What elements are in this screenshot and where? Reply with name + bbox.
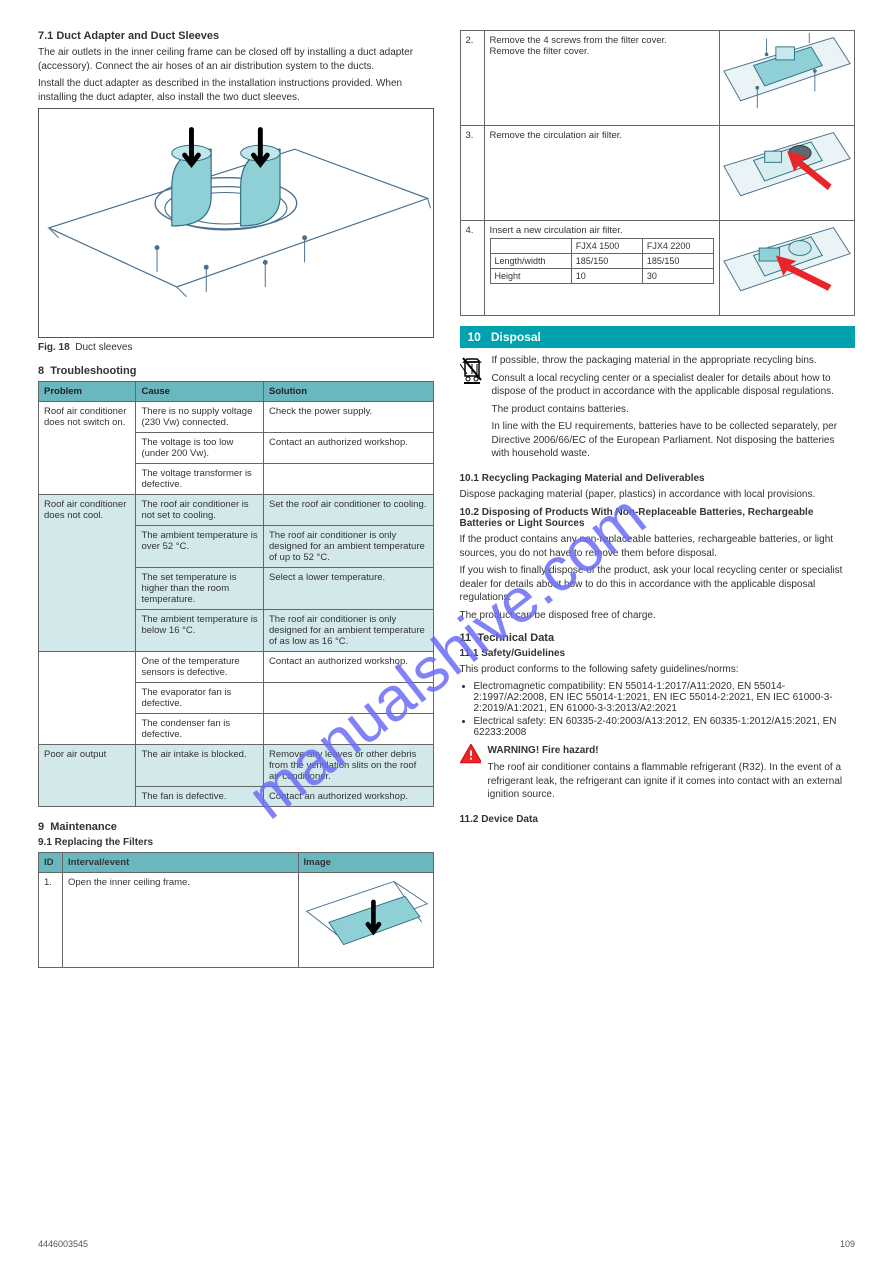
section-11-2-title: 11.2 Device Data bbox=[460, 814, 856, 825]
table-cell-problem bbox=[39, 652, 136, 745]
section-10-bar: 10 Disposal bbox=[460, 326, 856, 348]
section-10-2-title: 10.2 Disposing of Products With Non-Repl… bbox=[460, 507, 856, 529]
sec7-1-para2: Install the duct adapter as described in… bbox=[38, 77, 434, 104]
weee-p4: In line with the EU requirements, batter… bbox=[492, 420, 856, 461]
table-cell-problem: Poor air output bbox=[39, 745, 136, 807]
table-cell-problem: Roof air conditioner does not cool. bbox=[39, 495, 136, 652]
safety-intro: This product conforms to the following s… bbox=[460, 663, 856, 677]
trouble-th-cause: Cause bbox=[136, 382, 264, 402]
filter-step2-id: 2. bbox=[460, 31, 484, 126]
section-11-1-title: 11.1 Safety/Guidelines bbox=[460, 648, 856, 659]
disposal-p1: Dispose packaging material (paper, plast… bbox=[460, 488, 856, 502]
filter-th-id: ID bbox=[39, 853, 63, 873]
filter-step4-id: 4. bbox=[460, 221, 484, 316]
fig18-label: Fig. 18 bbox=[38, 342, 70, 353]
warning-title: WARNING! Fire hazard! bbox=[488, 744, 856, 758]
safety-standards-list: Electromagnetic compatibility: EN 55014-… bbox=[474, 681, 856, 738]
filter-table-right: 2. Remove the 4 screws from the filter c… bbox=[460, 30, 856, 316]
section-7-1-title: 7.1 Duct Adapter and Duct Sleeves bbox=[38, 30, 434, 42]
figure-18-diagram bbox=[38, 108, 434, 338]
table-cell-cause: The set temperature is higher than the r… bbox=[136, 568, 264, 610]
filter-step1-id: 1. bbox=[39, 873, 63, 968]
footer-ref: 4446003545 bbox=[38, 1239, 88, 1249]
table-cell-cause: One of the temperature sensors is defect… bbox=[136, 652, 264, 683]
list-item: Electromagnetic compatibility: EN 55014-… bbox=[474, 681, 856, 714]
section-10-1-title: 10.1 Recycling Packaging Material and De… bbox=[460, 473, 856, 484]
filter-th-interval: Interval/event bbox=[63, 853, 299, 873]
table-cell-solution: Select a lower temperature. bbox=[264, 568, 434, 610]
left-column: 7.1 Duct Adapter and Duct Sleeves The ai… bbox=[38, 30, 434, 968]
battery-p2: If you wish to finally dispose of the pr… bbox=[460, 564, 856, 605]
section-9-1-title: 9.1 Replacing the Filters bbox=[38, 837, 434, 848]
table-cell-solution bbox=[264, 683, 434, 714]
warning-text: The roof air conditioner contains a flam… bbox=[488, 761, 856, 802]
filter-step2-image bbox=[722, 33, 852, 123]
section-9-title: 9 Maintenance bbox=[38, 821, 434, 833]
table-cell-solution: Remove any leaves or other debris from t… bbox=[264, 745, 434, 787]
table-cell-problem: Roof air conditioner does not switch on. bbox=[39, 402, 136, 495]
table-cell-cause: The ambient temperature is below 16 °C. bbox=[136, 610, 264, 652]
filter-step4-image bbox=[722, 223, 852, 313]
table-cell-cause: The ambient temperature is over 52 °C. bbox=[136, 526, 264, 568]
weee-p1: If possible, throw the packaging materia… bbox=[492, 354, 856, 368]
table-cell-solution: Contact an authorized workshop. bbox=[264, 652, 434, 683]
table-cell-solution: Set the roof air conditioner to cooling. bbox=[264, 495, 434, 526]
filter-step1-image bbox=[301, 875, 431, 965]
table-cell-cause: The condenser fan is defective. bbox=[136, 714, 264, 745]
filter-step2-txt: Remove the 4 screws from the filter cove… bbox=[484, 31, 720, 126]
table-cell-solution bbox=[264, 464, 434, 495]
battery-p3: The product can be disposed free of char… bbox=[460, 609, 856, 623]
sec7-1-para1: The air outlets in the inner ceiling fra… bbox=[38, 46, 434, 73]
weee-p3: The product contains batteries. bbox=[492, 403, 856, 417]
weee-p2: Consult a local recycling center or a sp… bbox=[492, 372, 856, 399]
weee-icon bbox=[460, 354, 484, 384]
warning-icon bbox=[460, 744, 482, 764]
table-cell-cause: There is no supply voltage (230 Vw) conn… bbox=[136, 402, 264, 433]
filter-step3-txt: Remove the circulation air filter. bbox=[484, 126, 720, 221]
table-cell-solution bbox=[264, 714, 434, 745]
table-cell-cause: The voltage transformer is defective. bbox=[136, 464, 264, 495]
page-number: 109 bbox=[840, 1239, 855, 1249]
table-cell-cause: The roof air conditioner is not set to c… bbox=[136, 495, 264, 526]
table-cell-solution: Check the power supply. bbox=[264, 402, 434, 433]
filter-step3-image bbox=[722, 128, 852, 218]
table-cell-solution: The roof air conditioner is only designe… bbox=[264, 610, 434, 652]
fig18-caption: Duct sleeves bbox=[75, 342, 132, 353]
troubleshooting-table: Problem Cause Solution Roof air conditio… bbox=[38, 381, 434, 807]
filter-table-left: ID Interval/event Image 1. Open the inne… bbox=[38, 852, 434, 968]
table-cell-cause: The air intake is blocked. bbox=[136, 745, 264, 787]
table-cell-solution: The roof air conditioner is only designe… bbox=[264, 526, 434, 568]
trouble-th-problem: Problem bbox=[39, 382, 136, 402]
section-8-title: 8 Troubleshooting bbox=[38, 365, 434, 377]
trouble-th-solution: Solution bbox=[264, 382, 434, 402]
filter-step4-txt: Insert a new circulation air filter. FJX… bbox=[484, 221, 720, 316]
table-cell-cause: The voltage is too low (under 200 Vw). bbox=[136, 433, 264, 464]
filter-step3-id: 3. bbox=[460, 126, 484, 221]
filter-th-image: Image bbox=[298, 853, 433, 873]
list-item: Electrical safety: EN 60335-2-40:2003/A1… bbox=[474, 716, 856, 738]
filter-step1-txt: Open the inner ceiling frame. bbox=[63, 873, 299, 968]
table-cell-cause: The evaporator fan is defective. bbox=[136, 683, 264, 714]
table-cell-cause: The fan is defective. bbox=[136, 787, 264, 807]
right-column: 2. Remove the 4 screws from the filter c… bbox=[460, 30, 856, 968]
battery-p1: If the product contains any non-replacea… bbox=[460, 533, 856, 560]
table-cell-solution: Contact an authorized workshop. bbox=[264, 787, 434, 807]
section-11-title: 11 Technical Data bbox=[460, 632, 856, 644]
table-cell-solution: Contact an authorized workshop. bbox=[264, 433, 434, 464]
filter-dimensions-table: FJX4 1500 FJX4 2200 Length/width 185/150… bbox=[490, 238, 715, 284]
